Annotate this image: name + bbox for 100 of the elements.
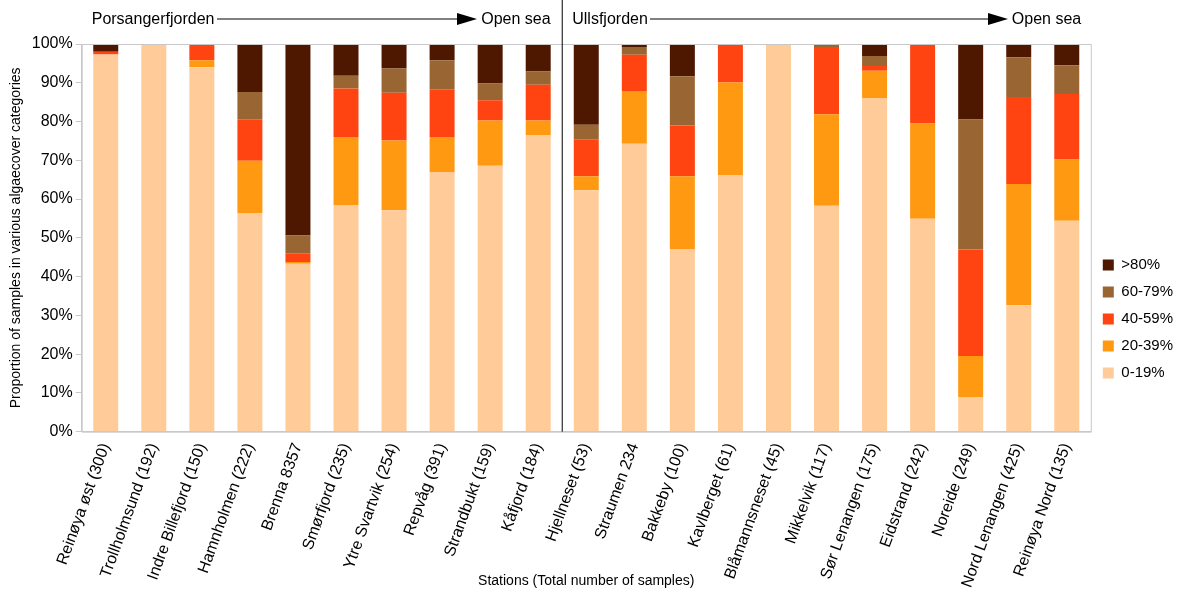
bar bbox=[285, 44, 311, 236]
bar bbox=[1006, 305, 1032, 432]
bar bbox=[573, 139, 599, 177]
bar bbox=[621, 54, 647, 91]
bar bbox=[717, 44, 743, 83]
bar bbox=[189, 60, 215, 68]
bar bbox=[525, 135, 551, 432]
bar bbox=[477, 44, 503, 84]
bar bbox=[573, 124, 599, 140]
bar bbox=[93, 44, 119, 52]
bar bbox=[669, 176, 695, 250]
bar bbox=[910, 44, 936, 124]
bar bbox=[573, 176, 599, 191]
bar bbox=[1006, 97, 1032, 184]
y-tick-label: 60% bbox=[40, 189, 73, 207]
bar bbox=[381, 44, 407, 69]
bar bbox=[237, 44, 263, 93]
bar bbox=[1054, 220, 1080, 432]
bar bbox=[958, 44, 984, 120]
legend-label: >80% bbox=[1121, 255, 1161, 273]
bar bbox=[189, 44, 215, 61]
bar bbox=[477, 120, 503, 166]
bar bbox=[477, 100, 503, 121]
bar bbox=[573, 190, 599, 432]
bar bbox=[621, 143, 647, 432]
bar bbox=[1006, 57, 1032, 98]
y-tick-label: 30% bbox=[40, 305, 73, 323]
bar bbox=[381, 92, 407, 141]
bar bbox=[669, 249, 695, 432]
legend-label: 20-39% bbox=[1121, 336, 1173, 354]
x-tick-label: Brenna 8357 bbox=[257, 440, 305, 533]
bar bbox=[285, 235, 311, 254]
bar bbox=[525, 120, 551, 136]
bar bbox=[1054, 65, 1080, 95]
bar bbox=[237, 160, 263, 214]
bar bbox=[429, 60, 455, 90]
bar bbox=[862, 44, 888, 57]
bar bbox=[958, 119, 984, 250]
bar bbox=[333, 88, 359, 138]
bar bbox=[910, 218, 936, 432]
text: Open sea bbox=[481, 10, 551, 28]
bar bbox=[1054, 94, 1080, 160]
bar bbox=[525, 44, 551, 72]
bar bbox=[814, 47, 840, 115]
bar bbox=[621, 90, 647, 144]
bar bbox=[958, 356, 984, 398]
bar bbox=[333, 44, 359, 76]
bar bbox=[1054, 159, 1080, 221]
bar bbox=[429, 137, 455, 172]
bar bbox=[862, 70, 888, 98]
legend-label: 40-59% bbox=[1121, 309, 1173, 327]
bar bbox=[1006, 183, 1032, 306]
x-axis-title: Stations (Total number of samples) bbox=[478, 572, 695, 589]
bar bbox=[1006, 44, 1032, 58]
bar bbox=[669, 44, 695, 77]
y-tick-label: 40% bbox=[40, 267, 73, 285]
bar bbox=[429, 44, 455, 61]
bar bbox=[381, 68, 407, 93]
bar bbox=[862, 97, 888, 432]
bar bbox=[814, 114, 840, 206]
bar bbox=[525, 84, 551, 121]
text: Open sea bbox=[1011, 10, 1082, 28]
bar bbox=[189, 67, 215, 432]
bar bbox=[333, 137, 359, 205]
bar bbox=[814, 205, 840, 432]
bar bbox=[958, 397, 984, 432]
bar bbox=[237, 119, 263, 161]
bar bbox=[958, 249, 984, 357]
bar bbox=[381, 140, 407, 211]
bar bbox=[237, 92, 263, 120]
bar bbox=[1054, 44, 1080, 66]
text: Porsangerfjorden bbox=[91, 10, 215, 28]
y-axis-title: Proportion of samples in various algaecover categories bbox=[7, 67, 24, 409]
bar bbox=[285, 263, 311, 432]
y-tick-label: 70% bbox=[40, 150, 73, 168]
bar bbox=[477, 83, 503, 101]
y-tick-label: 80% bbox=[40, 111, 73, 129]
bar bbox=[621, 47, 647, 55]
bar bbox=[333, 75, 359, 89]
bar bbox=[333, 204, 359, 432]
y-tick-label: 90% bbox=[40, 73, 73, 91]
legend-label: 0-19% bbox=[1121, 363, 1165, 381]
bar bbox=[381, 210, 407, 432]
bar bbox=[910, 123, 936, 219]
bar bbox=[237, 213, 263, 432]
text: Ullsfjorden bbox=[572, 10, 648, 28]
bar bbox=[669, 125, 695, 177]
bar bbox=[669, 76, 695, 126]
y-tick-label: 0% bbox=[49, 422, 73, 440]
bar bbox=[717, 175, 743, 432]
bar bbox=[429, 89, 455, 138]
y-tick-label: 10% bbox=[40, 383, 73, 401]
y-tick-label: 100% bbox=[31, 34, 73, 52]
bar bbox=[525, 71, 551, 85]
y-tick-label: 50% bbox=[40, 228, 73, 246]
bar bbox=[429, 171, 455, 432]
x-tick-label: Kåfjord (184) bbox=[497, 440, 546, 534]
y-tick-label: 20% bbox=[40, 344, 73, 362]
bar bbox=[141, 44, 167, 432]
bar bbox=[717, 82, 743, 176]
